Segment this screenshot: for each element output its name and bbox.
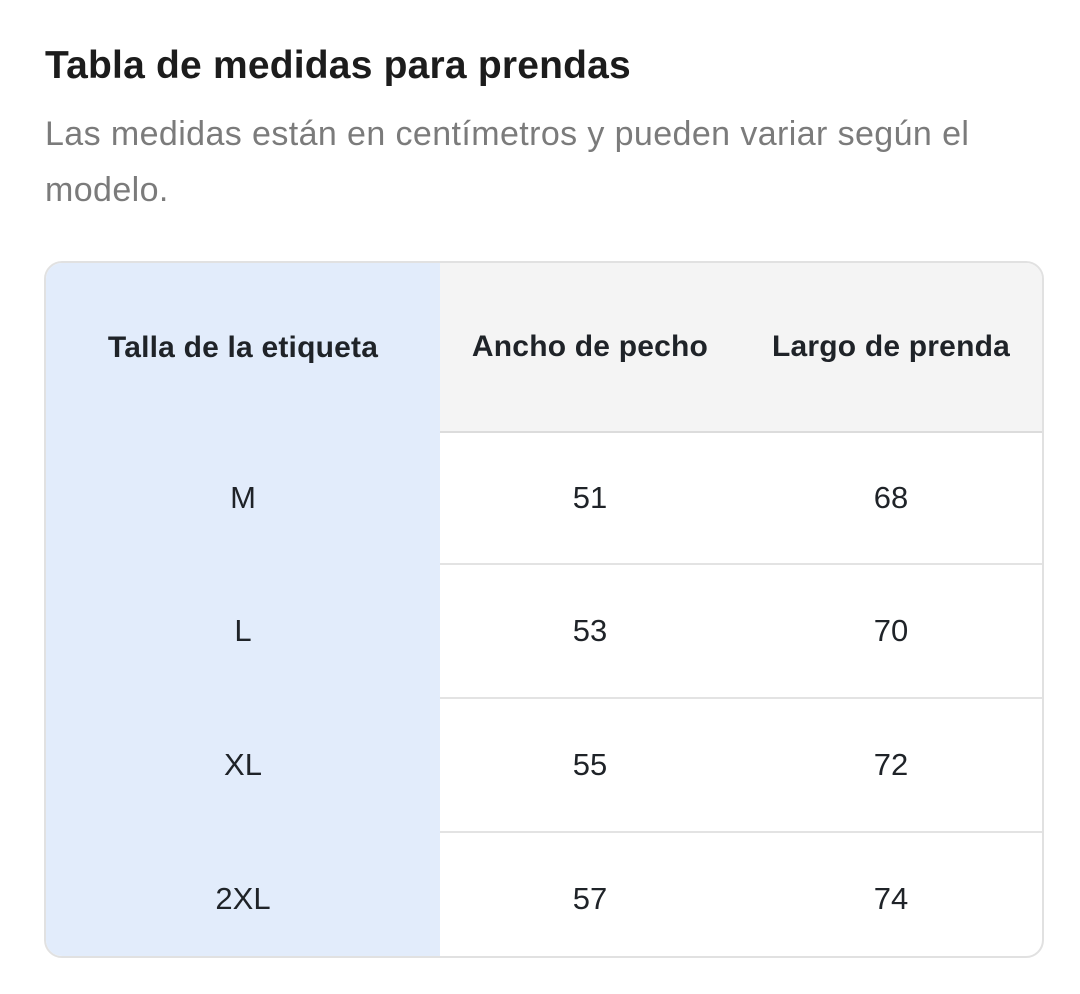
chest-width-cell: 51 bbox=[440, 432, 740, 565]
garment-length-cell: 74 bbox=[873, 881, 909, 916]
garment-length-cell: 68 bbox=[740, 432, 1042, 565]
size-cell: 2XL bbox=[215, 880, 271, 916]
table-row: 2XL 57 74 bbox=[46, 832, 1042, 956]
table-row: M 51 68 bbox=[46, 432, 1042, 565]
size-column-highlight bbox=[46, 263, 440, 956]
table-row: L 53 70 bbox=[46, 564, 1042, 699]
column-header-size: Talla de la etiqueta bbox=[107, 330, 379, 364]
garment-length-cell: 70 bbox=[740, 564, 1042, 699]
column-header-chest-width: Ancho de pecho bbox=[440, 263, 740, 433]
page-title: Tabla de medidas para prendas bbox=[45, 44, 631, 87]
table-header-row: Talla de la etiqueta Ancho de pecho Larg… bbox=[46, 263, 1042, 433]
size-chart-card: Talla de la etiqueta Ancho de pecho Larg… bbox=[44, 261, 1044, 958]
size-cell: M bbox=[230, 480, 256, 515]
size-cell: XL bbox=[224, 747, 262, 782]
column-header-garment-length: Largo de prenda bbox=[740, 263, 1042, 433]
chest-width-cell: 55 bbox=[440, 698, 740, 833]
page-subtitle: Las medidas están en centímetros y puede… bbox=[45, 115, 970, 209]
chest-width-cell: 57 bbox=[572, 881, 608, 916]
chest-width-cell: 53 bbox=[440, 564, 740, 699]
size-cell: L bbox=[234, 613, 252, 648]
table-row: XL 55 72 bbox=[46, 698, 1042, 833]
garment-length-cell: 72 bbox=[740, 698, 1042, 833]
size-chart-table: Talla de la etiqueta Ancho de pecho Larg… bbox=[46, 263, 1042, 956]
